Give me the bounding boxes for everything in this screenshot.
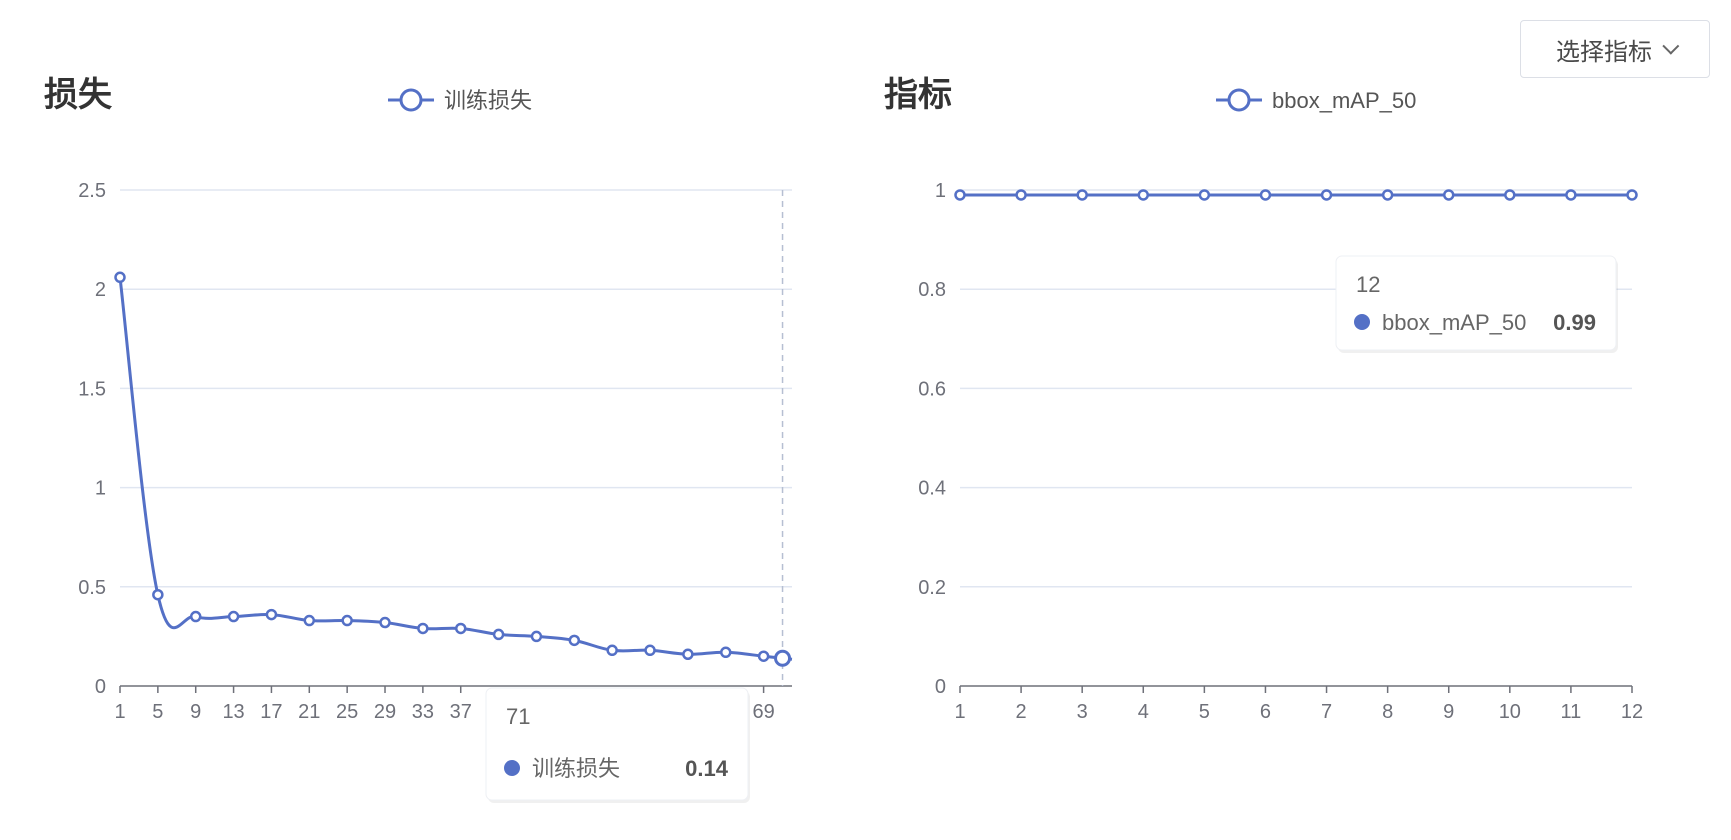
legend-label: bbox_mAP_50: [1272, 88, 1416, 113]
data-point[interactable]: [417, 622, 429, 635]
data-point[interactable]: [114, 271, 126, 284]
data-point[interactable]: [454, 622, 467, 635]
tooltip-series-name: bbox_mAP_50: [1382, 310, 1526, 335]
x-tick-label: 9: [1443, 701, 1454, 723]
data-point[interactable]: [1076, 189, 1088, 201]
legend[interactable]: 训练损失: [388, 88, 532, 113]
x-tick-label: 21: [298, 701, 320, 723]
data-point[interactable]: [1198, 189, 1211, 201]
x-tick-label: 37: [450, 701, 472, 723]
chart-title: 指标: [884, 76, 952, 114]
x-tick-label: 17: [260, 701, 282, 723]
x-tick-label: 12: [1621, 701, 1643, 723]
x-tick-label: 11: [1561, 701, 1582, 723]
data-point[interactable]: [1565, 189, 1577, 201]
data-point[interactable]: [303, 614, 316, 627]
data-point[interactable]: [1381, 189, 1394, 201]
x-tick-label: 1: [954, 701, 965, 723]
data-point[interactable]: [341, 614, 353, 627]
x-tick-label: 2: [1016, 701, 1027, 723]
x-tick-label: 4: [1138, 701, 1149, 723]
data-point[interactable]: [682, 648, 694, 661]
y-tick-label: 2.5: [78, 180, 106, 202]
x-tick-label: 29: [374, 701, 396, 723]
data-point[interactable]: [757, 650, 770, 662]
data-point[interactable]: [1137, 189, 1150, 201]
legend-marker: [1227, 88, 1251, 112]
data-point[interactable]: [644, 644, 656, 657]
data-point[interactable]: [1015, 189, 1027, 201]
y-tick-label: 0: [95, 676, 106, 698]
x-tick-label: 25: [336, 701, 358, 723]
y-tick-label: 0.4: [918, 478, 946, 500]
tooltip-series-dot: [1354, 314, 1370, 330]
chart-title: 损失: [44, 76, 113, 114]
x-tick-label: 7: [1321, 701, 1332, 723]
tooltip-title: 71: [506, 704, 530, 729]
select-metric-dropdown[interactable]: 选择指标: [1520, 20, 1710, 78]
data-point[interactable]: [1320, 189, 1333, 201]
data-point[interactable]: [568, 634, 581, 647]
data-point[interactable]: [492, 628, 505, 641]
series-line: [118, 277, 793, 661]
x-tick-label: 5: [152, 701, 163, 723]
data-point[interactable]: [954, 189, 966, 201]
data-point[interactable]: [719, 646, 732, 659]
tooltip-series-name: 训练损失: [532, 756, 620, 781]
chevron-down-icon: [1662, 37, 1680, 55]
x-tick-label: 9: [190, 701, 201, 723]
data-point[interactable]: [1442, 189, 1455, 201]
data-point[interactable]: [1504, 189, 1516, 201]
x-tick-label: 1: [114, 701, 125, 723]
y-tick-label: 1: [95, 478, 106, 500]
legend-label: 训练损失: [444, 88, 532, 113]
data-point[interactable]: [530, 630, 543, 643]
data-point[interactable]: [1626, 189, 1638, 201]
x-tick-label: 5: [1199, 701, 1210, 723]
data-point[interactable]: [606, 644, 618, 657]
data-point[interactable]: [265, 608, 278, 621]
tooltip-box: [1335, 255, 1617, 351]
x-tick-label: 69: [752, 701, 774, 723]
x-tick-label: 33: [412, 701, 434, 723]
legend-marker: [399, 88, 423, 112]
select-metric-label: 选择指标: [1556, 38, 1652, 66]
data-point[interactable]: [227, 610, 240, 623]
y-tick-label: 0.5: [78, 577, 106, 599]
tooltip-value: 0.99: [1553, 310, 1596, 335]
x-tick-label: 8: [1382, 701, 1393, 723]
y-tick-label: 0.2: [918, 577, 946, 599]
x-tick-label: 10: [1499, 701, 1521, 723]
data-point[interactable]: [189, 610, 202, 623]
x-tick-label: 3: [1077, 701, 1088, 723]
x-tick-label: 13: [222, 701, 244, 723]
data-point[interactable]: [1259, 189, 1272, 201]
tooltip-value: 0.14: [685, 756, 729, 781]
y-tick-label: 0: [935, 676, 946, 698]
y-tick-label: 2: [95, 279, 106, 301]
x-tick-label: 6: [1260, 701, 1271, 723]
y-tick-label: 1: [935, 180, 946, 202]
tooltip: 71 训练损失 0.14: [485, 687, 750, 803]
data-point[interactable]: [152, 588, 164, 601]
data-point[interactable]: [379, 616, 391, 629]
tooltip-series-dot: [504, 760, 520, 776]
y-tick-label: 0.6: [918, 378, 946, 400]
tooltip-box: [485, 687, 749, 801]
y-tick-label: 1.5: [78, 378, 106, 400]
data-point[interactable]: [774, 649, 792, 667]
tooltip-title: 12: [1356, 272, 1380, 297]
y-tick-label: 0.8: [918, 279, 946, 301]
legend[interactable]: bbox_mAP_50: [1216, 88, 1416, 113]
